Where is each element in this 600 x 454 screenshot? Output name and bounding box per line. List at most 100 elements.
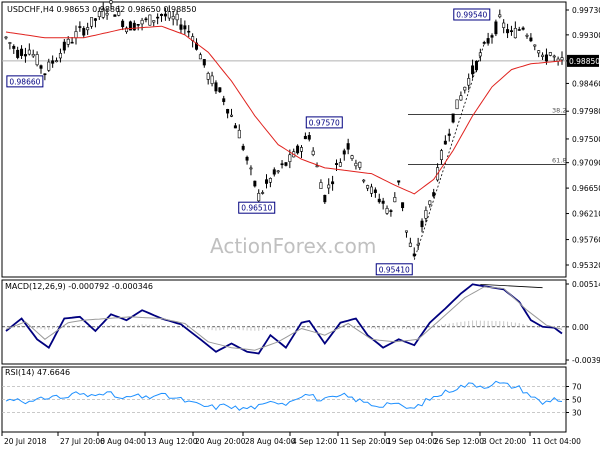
x-tick-label: 28 Aug 04:00 — [245, 437, 296, 446]
y-tick-label: 0.005141 — [572, 280, 600, 289]
candle-body — [175, 13, 179, 21]
candle-body — [86, 27, 90, 31]
x-tick-label: 19 Sep 04:00 — [387, 437, 437, 446]
candle-body — [132, 22, 136, 31]
candle-body — [428, 200, 432, 205]
candle-body — [97, 11, 101, 17]
candle-body — [467, 78, 471, 86]
candle-body — [27, 49, 31, 55]
candle-body — [249, 167, 253, 170]
candle-body — [187, 30, 191, 33]
candle-body — [4, 36, 8, 39]
candle-body — [455, 99, 459, 110]
candle-body — [369, 186, 373, 194]
candle-body — [230, 114, 234, 117]
candle-body — [463, 86, 467, 91]
y-tick-label: 0.95320 — [572, 261, 600, 270]
candle-body — [474, 60, 478, 71]
candle-body — [331, 181, 335, 185]
key-level-box — [238, 201, 276, 214]
candle-body — [311, 150, 315, 155]
candle-body — [346, 143, 350, 150]
candle-body — [389, 210, 393, 212]
price-panel-frame — [1, 1, 567, 278]
candle-body — [443, 140, 447, 145]
y-tick-label: 0.97090 — [572, 159, 600, 168]
candle-body — [537, 50, 541, 54]
candle-body — [265, 179, 269, 184]
candle-body — [288, 154, 292, 163]
macd-divergence-line — [480, 283, 543, 289]
y-tick-label: -0.003982 — [572, 356, 600, 365]
candle-body — [424, 210, 428, 219]
candle-body — [105, 13, 109, 16]
candle-body — [397, 180, 401, 183]
candle-body — [109, 0, 113, 4]
y-tick-label: 0.95760 — [572, 236, 600, 245]
fib-level-label: 38.2 — [552, 107, 566, 115]
key-level-box — [305, 116, 343, 129]
candle-body — [513, 28, 517, 39]
candle-body — [276, 170, 280, 173]
candle-body — [43, 73, 47, 76]
candle-body — [93, 18, 97, 21]
candle-body — [16, 49, 20, 58]
key-level-box — [453, 8, 491, 21]
candle-body — [117, 11, 121, 16]
x-tick-label: 26 Sep 12:00 — [434, 437, 484, 446]
candle-body — [490, 35, 494, 38]
candle-body — [183, 25, 187, 30]
x-tick-label: 3 Oct 20:00 — [482, 437, 526, 446]
candle-body — [31, 54, 35, 57]
candle-body — [525, 34, 529, 37]
candle-body — [179, 24, 183, 30]
y-tick-label: 0.99300 — [572, 31, 600, 40]
candle-body — [498, 14, 502, 18]
candle-body — [12, 45, 16, 49]
fib-level-label: 61.8 — [552, 156, 566, 164]
candle-body — [373, 189, 377, 193]
candle-body — [486, 38, 490, 44]
candle-body — [70, 41, 74, 44]
candle-body — [214, 82, 218, 92]
candle-body — [529, 37, 533, 42]
candle-body — [58, 53, 62, 59]
key-level-label: 0.96510 — [241, 204, 272, 213]
candle-body — [439, 150, 443, 160]
y-tick-label: 70 — [572, 383, 582, 392]
candle-body — [478, 52, 482, 57]
candle-body — [509, 30, 513, 33]
candle-body — [23, 54, 27, 57]
candle-body — [342, 150, 346, 155]
candle-body — [167, 11, 171, 19]
candle-body — [533, 44, 537, 47]
candle-body — [521, 27, 525, 30]
y-tick-label: 0.97500 — [572, 135, 600, 144]
x-tick-label: 11 Sep 20:00 — [340, 437, 390, 446]
macd-panel-header: MACD(12,26,9) -0.000792 -0.000346 — [5, 282, 153, 291]
candle-body — [78, 26, 82, 28]
key-level-box — [375, 263, 413, 276]
candle-body — [226, 108, 230, 114]
key-level-label: 0.98660 — [9, 77, 40, 86]
candle-body — [377, 198, 381, 203]
candle-body — [517, 29, 521, 31]
candle-body — [482, 42, 486, 44]
x-tick-label: 20 Aug 20:00 — [195, 437, 246, 446]
candle-body — [362, 179, 366, 182]
candle-body — [8, 42, 12, 44]
candle-body — [218, 87, 222, 93]
candle-body — [334, 163, 338, 165]
candle-body — [241, 145, 245, 150]
candle-body — [451, 113, 455, 123]
y-tick-label: 0.99730 — [572, 6, 600, 15]
candle-body — [385, 208, 389, 214]
candle-body — [280, 163, 284, 166]
candle-body — [350, 155, 354, 159]
candle-body — [253, 180, 257, 187]
price-panel-header: USDCHF,H4 0.98653 0.98862 0.98650 0.9885… — [7, 5, 196, 14]
candle-body — [62, 41, 66, 51]
panel-frames — [1, 1, 567, 433]
y-tick-label: 0.96650 — [572, 184, 600, 193]
trend-line — [413, 43, 485, 260]
